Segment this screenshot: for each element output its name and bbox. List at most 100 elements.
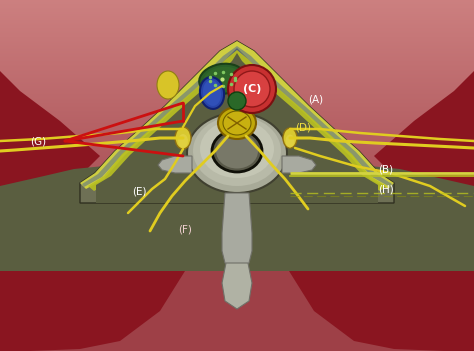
Bar xyxy=(0,307,474,308)
Bar xyxy=(0,342,474,343)
Bar xyxy=(0,98,474,99)
Bar xyxy=(0,124,474,125)
Bar xyxy=(0,189,474,190)
Bar xyxy=(0,28,474,29)
Bar xyxy=(0,175,474,176)
Bar xyxy=(0,240,474,241)
Bar xyxy=(0,46,474,47)
Bar xyxy=(0,91,474,92)
Bar xyxy=(0,207,474,208)
Bar xyxy=(0,18,474,19)
Bar xyxy=(0,333,474,334)
Bar xyxy=(0,299,474,300)
Bar xyxy=(0,308,474,309)
Bar xyxy=(0,123,474,124)
Ellipse shape xyxy=(223,111,251,135)
Bar xyxy=(0,159,474,160)
Bar xyxy=(0,80,474,81)
Bar xyxy=(0,211,474,212)
Bar xyxy=(0,75,474,76)
Bar xyxy=(0,177,474,178)
Bar xyxy=(0,156,474,157)
Bar xyxy=(0,13,474,14)
Bar xyxy=(0,278,474,279)
Bar xyxy=(0,52,474,53)
Bar xyxy=(0,279,474,280)
Bar xyxy=(0,157,474,158)
Bar xyxy=(0,122,474,123)
Bar xyxy=(0,182,474,183)
Bar xyxy=(0,317,474,318)
Bar xyxy=(0,293,474,294)
Bar xyxy=(0,235,474,236)
Bar xyxy=(0,174,474,175)
Bar xyxy=(0,280,474,281)
Bar xyxy=(0,187,474,188)
Bar xyxy=(0,55,474,56)
Bar xyxy=(0,168,474,169)
Bar xyxy=(0,288,474,289)
Bar xyxy=(0,223,474,224)
Ellipse shape xyxy=(178,134,188,148)
Bar xyxy=(0,274,474,275)
Polygon shape xyxy=(289,176,474,351)
Bar xyxy=(0,19,474,20)
Bar xyxy=(0,145,474,146)
Bar xyxy=(0,78,474,79)
Bar xyxy=(0,99,474,100)
Bar xyxy=(0,258,474,259)
Bar xyxy=(0,117,474,118)
Bar xyxy=(0,341,474,342)
Bar xyxy=(0,90,474,91)
Bar xyxy=(0,281,474,282)
Bar xyxy=(0,327,474,328)
Ellipse shape xyxy=(218,107,256,139)
Bar xyxy=(0,256,474,257)
Bar xyxy=(0,21,474,22)
Bar xyxy=(0,335,474,336)
Bar xyxy=(0,111,474,112)
Bar xyxy=(0,45,474,46)
Bar xyxy=(0,129,474,130)
Ellipse shape xyxy=(187,113,287,193)
Bar xyxy=(0,319,474,320)
Bar xyxy=(0,53,474,54)
Bar xyxy=(0,202,474,203)
Bar xyxy=(0,170,474,171)
Ellipse shape xyxy=(431,208,474,264)
Bar xyxy=(0,49,474,50)
Bar xyxy=(0,165,474,166)
Ellipse shape xyxy=(203,67,241,91)
Bar xyxy=(0,277,474,278)
Bar xyxy=(0,48,474,49)
Bar xyxy=(0,323,474,324)
Bar xyxy=(0,331,474,332)
Bar xyxy=(0,34,474,35)
Bar xyxy=(0,322,474,323)
Polygon shape xyxy=(96,53,378,203)
Bar xyxy=(0,332,474,333)
Bar xyxy=(0,303,474,304)
Bar xyxy=(0,269,474,270)
Bar xyxy=(0,86,474,87)
Bar xyxy=(0,203,474,204)
Bar xyxy=(0,4,474,5)
Circle shape xyxy=(234,71,270,107)
Ellipse shape xyxy=(283,128,297,148)
Bar xyxy=(0,85,474,86)
Bar xyxy=(0,343,474,344)
Bar xyxy=(0,234,474,235)
Bar xyxy=(0,246,474,247)
Bar xyxy=(0,228,474,229)
Bar xyxy=(0,260,474,261)
Bar xyxy=(0,167,474,168)
Bar xyxy=(0,30,474,31)
Bar xyxy=(0,137,474,138)
Bar xyxy=(0,144,474,145)
Ellipse shape xyxy=(203,80,221,106)
Bar xyxy=(0,270,474,271)
Bar xyxy=(0,93,474,94)
Bar xyxy=(0,243,474,244)
Bar xyxy=(0,121,474,122)
Bar xyxy=(0,82,474,83)
